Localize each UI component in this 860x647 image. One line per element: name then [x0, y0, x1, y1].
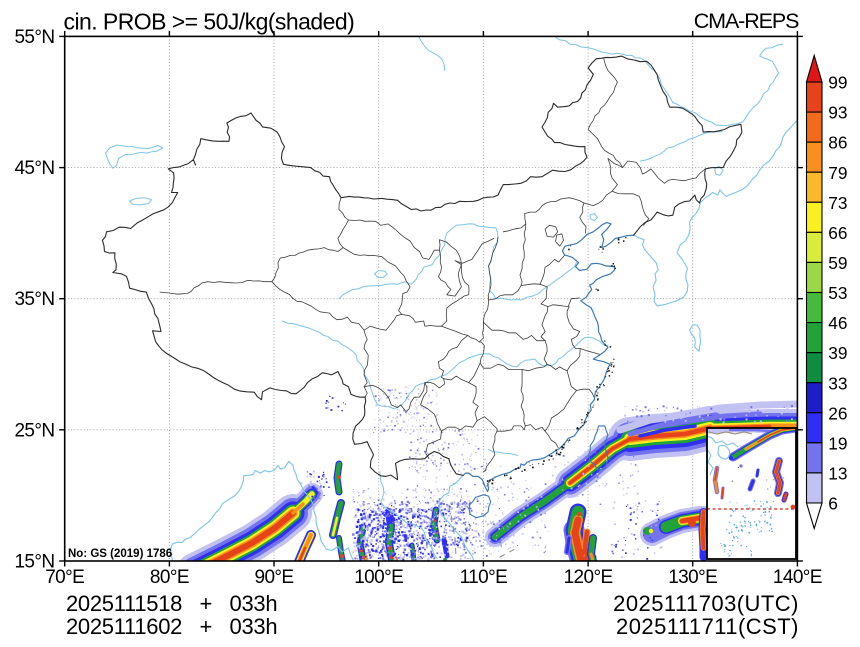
svg-text:120°E: 120°E [564, 567, 613, 588]
svg-text:15°N: 15°N [14, 552, 54, 573]
svg-text:19: 19 [828, 433, 847, 453]
svg-text:79: 79 [828, 163, 847, 183]
svg-text:25°N: 25°N [14, 420, 54, 441]
svg-text:70°E: 70°E [45, 567, 84, 588]
svg-text:86: 86 [828, 133, 847, 153]
svg-text:110°E: 110°E [460, 567, 508, 588]
svg-text:100°E: 100°E [354, 567, 403, 588]
svg-text:46: 46 [828, 313, 847, 333]
svg-text:6: 6 [828, 494, 838, 514]
svg-text:130°E: 130°E [668, 567, 717, 588]
svg-text:13: 13 [828, 464, 847, 484]
svg-text:39: 39 [828, 343, 847, 363]
svg-text:59: 59 [828, 253, 847, 273]
svg-text:80°E: 80°E [150, 567, 189, 588]
svg-text:2025111703(UTC): 2025111703(UTC) [613, 591, 799, 616]
svg-text:99: 99 [828, 73, 847, 93]
svg-text:26: 26 [828, 403, 847, 423]
svg-text:2025111602 + 033h: 2025111602 + 033h [66, 614, 277, 639]
svg-text:53: 53 [828, 283, 847, 303]
svg-text:cin. PROB >= 50J/kg(shaded): cin. PROB >= 50J/kg(shaded) [64, 9, 355, 35]
svg-text:140°E: 140°E [773, 567, 822, 588]
svg-text:66: 66 [828, 223, 847, 243]
svg-text:93: 93 [828, 103, 847, 123]
svg-text:CMA-REPS: CMA-REPS [694, 9, 799, 33]
svg-text:2025111518 + 033h: 2025111518 + 033h [66, 591, 277, 616]
svg-text:No: GS (2019) 1786: No: GS (2019) 1786 [68, 548, 172, 560]
svg-text:90°E: 90°E [254, 567, 293, 588]
svg-text:55°N: 55°N [14, 27, 54, 48]
svg-text:33: 33 [828, 373, 847, 393]
svg-text:73: 73 [828, 193, 847, 213]
svg-text:35°N: 35°N [14, 289, 54, 310]
svg-text:45°N: 45°N [14, 158, 54, 179]
svg-text:2025111711(CST): 2025111711(CST) [616, 614, 799, 639]
